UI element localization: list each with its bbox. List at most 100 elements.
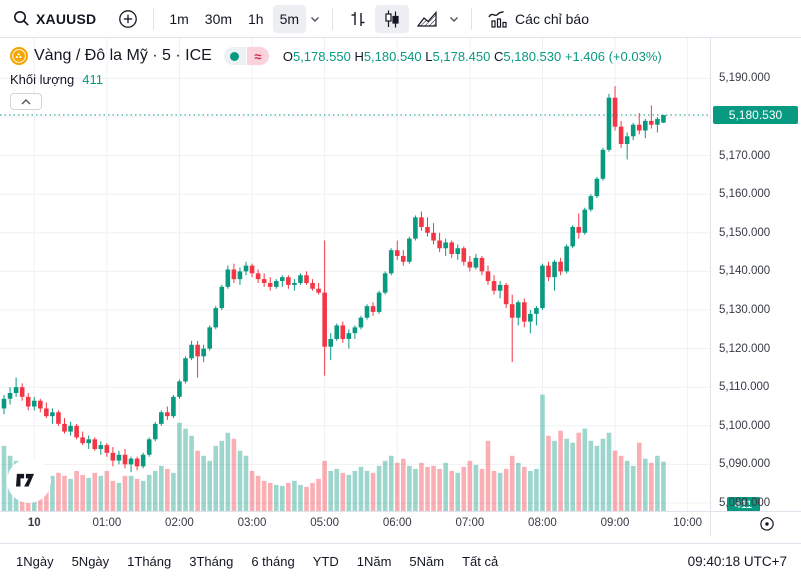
volume-bar — [340, 472, 346, 511]
range-button-YTD[interactable]: YTD — [305, 550, 347, 574]
indicators-button[interactable]: Các chỉ báo — [480, 5, 596, 33]
candle-body — [655, 118, 660, 125]
range-button-Tất-cả[interactable]: Tất cả — [454, 550, 506, 574]
range-button-5Ngày[interactable]: 5Ngày — [64, 550, 118, 574]
candle-body — [322, 292, 327, 347]
chart-type-area-button[interactable] — [409, 5, 445, 33]
interval-dropdown-button[interactable] — [306, 5, 324, 33]
candle-body — [80, 437, 85, 444]
candle-body — [31, 400, 37, 407]
candle-body — [177, 381, 182, 397]
toolbar-divider — [332, 7, 334, 30]
candle-body — [171, 396, 176, 417]
volume-bar — [110, 480, 116, 511]
interval-button-1h[interactable]: 1h — [241, 5, 271, 33]
volume-bar — [213, 445, 219, 511]
volume-label: Khối lượng — [10, 71, 75, 87]
candle-body — [237, 271, 243, 280]
candle-body — [443, 242, 448, 249]
price-tick-label: 5,140.000 — [719, 265, 771, 278]
volume-bar — [207, 460, 212, 511]
legend-collapse-button[interactable] — [10, 93, 42, 110]
volume-bar — [280, 485, 285, 511]
candle-body — [104, 445, 110, 453]
volume-bar — [56, 472, 61, 511]
time-axis[interactable]: 10 01:00 02:00 03:00 05:00 06:00 07:00 08:00 09:… — [0, 511, 801, 536]
price-chart[interactable] — [0, 38, 710, 511]
volume-bar — [62, 475, 67, 511]
volume-bar — [159, 465, 164, 511]
range-button-3Tháng[interactable]: 3Tháng — [181, 550, 241, 574]
market-open-dot-icon — [230, 51, 240, 61]
volume-bar — [401, 458, 406, 511]
chart-type-candles-button[interactable] — [375, 4, 410, 33]
axis-settings-button[interactable] — [757, 514, 777, 534]
candle-body — [431, 232, 436, 241]
price-axis[interactable]: 5,180.530 411 5,190.000 5,170.000 5,160.00… — [710, 38, 801, 512]
volume-bar — [273, 484, 279, 511]
volume-bar — [564, 438, 569, 511]
volume-bar — [618, 455, 624, 511]
volume-bar — [394, 462, 400, 511]
candle-body — [649, 120, 654, 125]
chart-type-bars-button[interactable] — [341, 5, 375, 33]
volume-bar — [661, 461, 666, 511]
candle-body — [449, 242, 454, 255]
low-value: 5,178.450 — [432, 48, 491, 64]
volume-bar — [310, 482, 315, 511]
candle-body — [152, 423, 158, 440]
volume-bar — [146, 474, 152, 511]
candle-body — [140, 454, 146, 467]
volume-bar — [261, 480, 267, 511]
price-tick-label: 5,110.000 — [719, 381, 770, 394]
interval-button-30m[interactable]: 30m — [198, 5, 239, 33]
volume-bar — [243, 455, 249, 511]
candle-body — [576, 227, 582, 233]
volume-bar — [636, 442, 642, 511]
approx-price-button[interactable]: ≈ — [246, 47, 269, 65]
volume-bar — [528, 470, 533, 511]
compare-add-button[interactable] — [111, 5, 145, 33]
time-tick-label: 07:00 — [455, 517, 485, 529]
volume-bar — [612, 450, 618, 511]
range-button-1Năm[interactable]: 1Năm — [349, 550, 400, 574]
volume-bar — [68, 478, 73, 511]
candle-body — [249, 265, 255, 274]
candle-body — [419, 217, 424, 228]
price-tick-label: 5,170.000 — [719, 149, 771, 162]
symbol-search-button[interactable]: XAUUSD — [6, 5, 103, 33]
volume-bar — [116, 482, 122, 511]
range-button-5Năm[interactable]: 5Năm — [401, 550, 452, 574]
candle-body — [522, 302, 527, 322]
volume-value: 411 — [82, 71, 103, 87]
candle-body — [110, 452, 116, 461]
interval-button-1m[interactable]: 1m — [162, 5, 195, 33]
candle-body — [534, 308, 539, 314]
volume-bar — [328, 470, 333, 511]
volume-bar — [546, 435, 551, 511]
volume-bar — [171, 472, 176, 511]
range-button-1Ngày[interactable]: 1Ngày — [8, 550, 62, 574]
candle-body — [56, 412, 61, 424]
volume-bar — [558, 430, 563, 511]
chart-type-dropdown-button[interactable] — [445, 5, 463, 33]
range-button-1Tháng[interactable]: 1Tháng — [119, 550, 179, 574]
interval-button-5m[interactable]: 5m — [272, 4, 307, 33]
close-value: 5,180.530 — [503, 48, 562, 64]
clock[interactable]: 09:40:18 UTC+7 — [687, 554, 787, 569]
volume-bar — [455, 472, 461, 511]
candle-body — [606, 97, 612, 150]
tradingview-logo[interactable] — [7, 459, 51, 503]
range-button-6-tháng[interactable]: 6 tháng — [243, 550, 302, 574]
market-status-button[interactable] — [223, 47, 246, 65]
volume-bar — [443, 462, 448, 511]
candle-body — [407, 238, 412, 262]
bottom-toolbar: 1Ngày 5Ngày 1Tháng 3Tháng 6 tháng YTD 1Năm 5Năm… — [0, 543, 801, 579]
candle-body — [310, 282, 315, 289]
candle-body — [334, 325, 340, 339]
time-tick-label: 06:00 — [382, 517, 412, 529]
volume-bar — [298, 484, 303, 511]
symbol-title[interactable]: Vàng / Đô la Mỹ · 5 · ICE — [34, 47, 212, 64]
candle-body — [413, 217, 418, 239]
toolbar-divider — [153, 7, 155, 30]
